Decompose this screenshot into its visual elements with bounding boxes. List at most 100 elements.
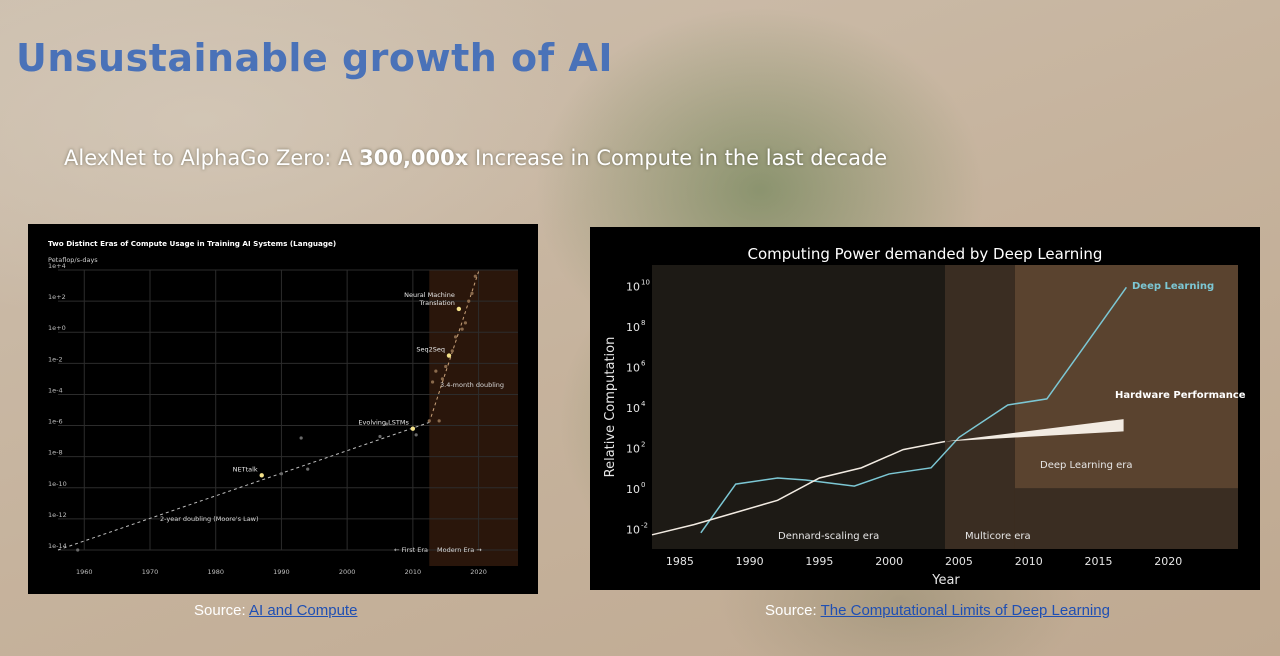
early-hardware-line	[651, 440, 946, 536]
data-point	[299, 436, 303, 440]
data-point	[434, 369, 438, 373]
data-point	[450, 349, 454, 353]
left-x-tick-label: 1970	[142, 568, 159, 576]
left-x-tick-label: 2010	[405, 568, 422, 576]
highlighted-data-point	[259, 473, 264, 478]
right-y-tick-exponent: 10	[641, 278, 650, 286]
left-y-tick-label: 1e-10	[48, 480, 67, 488]
data-point	[306, 467, 310, 471]
subtitle-suffix: Increase in Compute in the last decade	[468, 146, 888, 170]
data-point	[440, 377, 445, 381]
data-point	[437, 419, 441, 423]
data-point	[427, 419, 431, 423]
slide-title: Unsustainable growth of AI	[16, 36, 613, 80]
first-era-label: ← First Era	[394, 546, 428, 554]
right-x-axis-label: Year	[931, 573, 960, 588]
left-y-tick-label: 1e-2	[48, 355, 63, 363]
deep-learning-line	[700, 286, 1127, 534]
modern-doubling-label: 3.4-month doubling	[440, 381, 504, 389]
data-point	[463, 321, 468, 325]
right-x-tick-label: 2020	[1154, 555, 1182, 568]
slide-subtitle: AlexNet to AlphaGo Zero: A 300,000x Incr…	[64, 146, 887, 170]
subtitle-emphasis: 300,000x	[359, 146, 469, 170]
right-y-tick-exponent: -2	[641, 522, 648, 530]
dennard-era-label: Dennard-scaling era	[778, 531, 879, 542]
deep-learning-series-label: Deep Learning	[1132, 281, 1214, 292]
left-y-tick-label: 1e+0	[48, 324, 66, 332]
era-band	[652, 265, 945, 549]
right-x-tick-label: 2000	[875, 555, 903, 568]
right-era-bands	[652, 265, 1238, 549]
deep-learning-era-label: Deep Learning era	[1040, 460, 1133, 471]
right-y-tick-exponent: 4	[641, 400, 646, 408]
right-x-tick-label: 2015	[1084, 555, 1112, 568]
data-point	[76, 548, 80, 552]
data-point	[384, 422, 389, 426]
compute-eras-chart-svg: 1960 1970 1980 1990 2000 2010 2020 1e+4 1e+2 1e+0…	[48, 239, 518, 576]
right-x-tick-label: 1985	[666, 555, 694, 568]
left-source-prefix: Source:	[194, 602, 250, 619]
right-y-tick-exponent: 0	[641, 481, 645, 489]
right-y-tick-label: 10	[626, 524, 640, 537]
right-series	[651, 286, 1127, 536]
data-point	[473, 274, 477, 278]
right-y-tick-label: 10	[626, 280, 640, 293]
multicore-era-label: Multicore era	[965, 531, 1031, 542]
era-band	[945, 265, 1015, 549]
modern-trend-line	[428, 271, 480, 423]
modern-era-label: Modern Era →	[437, 546, 482, 554]
moores-law-trend-line	[57, 421, 430, 551]
left-ticks: 1960 1970 1980 1990 2000 2010 2020 1e+4 1e+2 1e+0…	[48, 262, 487, 576]
modern-era-band	[429, 270, 518, 566]
left-y-tick-label: 1e-8	[48, 449, 63, 457]
left-y-tick-label: 1e-6	[48, 418, 63, 426]
data-point	[460, 327, 464, 331]
right-source-prefix: Source:	[765, 602, 821, 619]
right-y-tick-label: 10	[626, 402, 640, 415]
right-y-tick-label: 10	[626, 361, 640, 374]
left-y-tick-label: 1e+4	[48, 262, 66, 270]
data-point	[453, 335, 458, 339]
left-y-axis-label: Petaflop/s-days	[48, 256, 98, 264]
left-source: Source: AI and Compute	[194, 602, 357, 619]
left-points: NETtalk Evolving LSTMs Seq2Seq Neural Machi…	[76, 274, 477, 552]
right-y-tick-label: 10	[626, 443, 640, 456]
right-x-tick-label: 1990	[736, 555, 764, 568]
left-y-tick-label: 1e-4	[48, 386, 63, 394]
left-chart-title: Two Distinct Eras of Compute Usage in Tr…	[48, 239, 336, 248]
left-x-tick-label: 1980	[207, 568, 224, 576]
data-point	[378, 434, 382, 439]
right-source: Source: The Computational Limits of Deep…	[765, 602, 1110, 619]
data-point	[414, 433, 418, 437]
deep-learning-era-lower-band	[1014, 488, 1238, 549]
right-y-tick-exponent: 8	[641, 319, 645, 327]
data-point-label: Seq2Seq	[416, 346, 445, 354]
hardware-performance-band	[945, 419, 1124, 442]
left-x-tick-label: 1960	[76, 568, 93, 576]
subtitle-prefix: AlexNet to AlphaGo Zero: A	[64, 146, 360, 170]
hardware-performance-label: Hardware Performance	[1115, 390, 1246, 401]
data-point	[470, 291, 474, 295]
deep-learning-compute-chart: 1985 1990 1995 2000 2005 2010 2015 2020 10 10 10 8 1…	[590, 227, 1260, 590]
right-y-tick-label: 10	[626, 321, 640, 334]
right-chart-title: Computing Power demanded by Deep Learnin…	[748, 245, 1103, 263]
ai-and-compute-link[interactable]: AI and Compute	[249, 602, 358, 619]
right-x-tick-label: 2010	[1015, 555, 1043, 568]
data-point-label: Evolving LSTMs	[358, 419, 409, 427]
right-y-tick-label: 10	[626, 483, 640, 496]
right-x-tick-label: 1995	[805, 555, 833, 568]
highlighted-data-point	[456, 306, 462, 312]
computational-limits-link[interactable]: The Computational Limits of Deep Learnin…	[820, 602, 1110, 619]
data-point-label: NETtalk	[233, 465, 258, 473]
data-point-label: Neural Machine	[404, 291, 455, 299]
left-y-tick-label: 1e+2	[48, 293, 66, 301]
right-y-tick-exponent: 2	[641, 441, 645, 449]
data-point	[467, 299, 471, 303]
right-y-tick-exponent: 6	[641, 359, 646, 367]
right-x-tick-label: 2005	[945, 555, 973, 568]
highlighted-data-point	[410, 426, 416, 431]
right-y-axis-label: Relative Computation	[603, 337, 618, 478]
left-x-tick-label: 2020	[470, 568, 487, 576]
